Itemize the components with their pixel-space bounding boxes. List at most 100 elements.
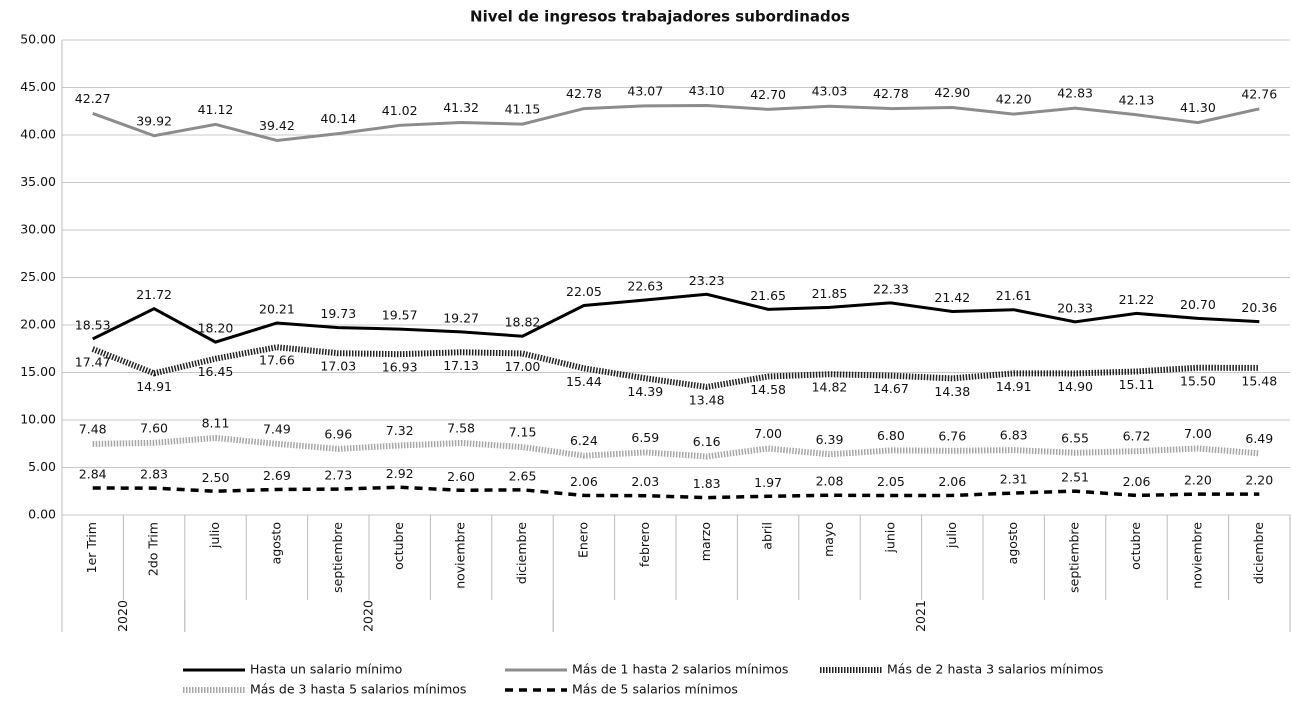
data-label: 2.05 bbox=[877, 474, 905, 489]
data-label: 2.31 bbox=[1000, 472, 1028, 487]
data-label: 14.90 bbox=[1057, 379, 1093, 394]
data-label: 2.06 bbox=[570, 474, 598, 489]
group-label: 2020 bbox=[361, 600, 376, 632]
data-label: 22.05 bbox=[566, 284, 602, 299]
data-label: 2.51 bbox=[1061, 470, 1089, 485]
data-label: 7.32 bbox=[386, 423, 414, 438]
data-label: 19.73 bbox=[320, 306, 356, 321]
data-label: 20.36 bbox=[1241, 300, 1277, 315]
y-tick-label: 45.00 bbox=[20, 79, 56, 94]
x-tick-label: octubre bbox=[1128, 522, 1143, 570]
data-label: 20.70 bbox=[1180, 297, 1216, 312]
data-label: 2.65 bbox=[509, 468, 537, 483]
data-label: 7.58 bbox=[447, 420, 475, 435]
data-label: 7.00 bbox=[1184, 426, 1212, 441]
x-tick-label: noviembre bbox=[1189, 522, 1204, 589]
data-label: 21.85 bbox=[812, 286, 848, 301]
data-label: 6.59 bbox=[631, 430, 659, 445]
x-tick-label: noviembre bbox=[453, 522, 468, 589]
x-tick-label: julio bbox=[944, 522, 959, 549]
data-label: 14.91 bbox=[136, 379, 172, 394]
x-tick-label: diciembre bbox=[514, 522, 529, 584]
x-tick-label: mayo bbox=[821, 522, 836, 557]
data-label: 19.57 bbox=[382, 308, 418, 323]
y-tick-label: 40.00 bbox=[20, 127, 56, 142]
x-tick-label: agosto bbox=[268, 522, 283, 564]
data-label: 2.03 bbox=[631, 474, 659, 489]
data-label: 2.06 bbox=[938, 474, 966, 489]
data-label: 41.12 bbox=[198, 102, 234, 117]
data-label: 18.53 bbox=[75, 317, 111, 332]
legend-label: Más de 3 hasta 5 salarios mínimos bbox=[250, 682, 466, 697]
data-label: 42.13 bbox=[1119, 92, 1155, 107]
data-label: 6.49 bbox=[1245, 431, 1273, 446]
data-label: 2.69 bbox=[263, 468, 291, 483]
data-label: 17.00 bbox=[505, 359, 541, 374]
series-line bbox=[91, 344, 1260, 390]
data-label: 17.66 bbox=[259, 353, 295, 368]
y-tick-label: 25.00 bbox=[20, 269, 56, 284]
x-tick-label: septiembre bbox=[330, 522, 345, 593]
data-label: 8.11 bbox=[202, 415, 230, 430]
data-label: 21.22 bbox=[1119, 292, 1155, 307]
data-label: 15.48 bbox=[1241, 373, 1277, 388]
data-label: 2.20 bbox=[1245, 473, 1273, 488]
y-tick-label: 30.00 bbox=[20, 222, 56, 237]
data-label: 6.83 bbox=[1000, 428, 1028, 443]
data-label: 14.39 bbox=[627, 384, 663, 399]
data-label: 17.13 bbox=[443, 358, 479, 373]
y-tick-label: 15.00 bbox=[20, 364, 56, 379]
data-label: 16.93 bbox=[382, 360, 418, 375]
x-tick-label: Enero bbox=[575, 522, 590, 558]
series-line bbox=[92, 434, 1260, 460]
y-tick-label: 5.00 bbox=[28, 459, 56, 474]
group-label: 2020 bbox=[115, 600, 130, 632]
data-label: 42.90 bbox=[934, 85, 970, 100]
data-label: 42.20 bbox=[996, 92, 1032, 107]
data-label: 18.20 bbox=[198, 321, 234, 336]
data-label: 6.55 bbox=[1061, 430, 1089, 445]
x-tick-label: octubre bbox=[391, 522, 406, 570]
chart-title: Nivel de ingresos trabajadores subordina… bbox=[470, 8, 850, 26]
data-label: 42.76 bbox=[1241, 86, 1277, 101]
legend-label: Más de 1 hasta 2 salarios mínimos bbox=[572, 662, 788, 677]
data-label: 42.78 bbox=[873, 86, 909, 101]
data-label: 41.32 bbox=[443, 100, 479, 115]
y-tick-label: 50.00 bbox=[20, 32, 56, 47]
data-label: 22.63 bbox=[627, 279, 663, 294]
data-label: 22.33 bbox=[873, 281, 909, 296]
x-tick-label: febrero bbox=[637, 522, 652, 567]
data-label: 6.72 bbox=[1123, 429, 1151, 444]
data-label: 2.60 bbox=[447, 469, 475, 484]
data-label: 7.48 bbox=[79, 421, 107, 436]
legend-label: Más de 5 salarios mínimos bbox=[572, 682, 738, 697]
data-label: 6.80 bbox=[877, 428, 905, 443]
data-label: 14.58 bbox=[750, 382, 786, 397]
data-label: 41.02 bbox=[382, 103, 418, 118]
data-label: 43.10 bbox=[689, 83, 725, 98]
data-label: 15.50 bbox=[1180, 373, 1216, 388]
data-label: 7.49 bbox=[263, 421, 291, 436]
data-label: 42.27 bbox=[75, 91, 111, 106]
data-label: 19.27 bbox=[443, 310, 479, 325]
x-tick-label: abril bbox=[760, 522, 775, 550]
legend-label: Más de 2 hasta 3 salarios mínimos bbox=[887, 662, 1103, 677]
data-label: 42.70 bbox=[750, 87, 786, 102]
series-line bbox=[92, 104, 1260, 143]
x-tick-label: 1er Trim bbox=[84, 522, 99, 573]
x-tick-label: septiembre bbox=[1067, 522, 1082, 593]
data-label: 1.97 bbox=[754, 475, 782, 490]
data-label: 39.92 bbox=[136, 113, 172, 128]
data-label: 13.48 bbox=[689, 392, 725, 407]
data-label: 14.91 bbox=[996, 379, 1032, 394]
data-label: 2.50 bbox=[202, 470, 230, 485]
data-label: 41.15 bbox=[505, 102, 541, 117]
x-tick-label: agosto bbox=[1005, 522, 1020, 564]
data-label: 16.45 bbox=[198, 364, 234, 379]
data-label: 14.67 bbox=[873, 381, 909, 396]
data-label: 6.96 bbox=[324, 426, 352, 441]
data-label: 42.78 bbox=[566, 86, 602, 101]
data-label: 17.47 bbox=[75, 355, 111, 370]
